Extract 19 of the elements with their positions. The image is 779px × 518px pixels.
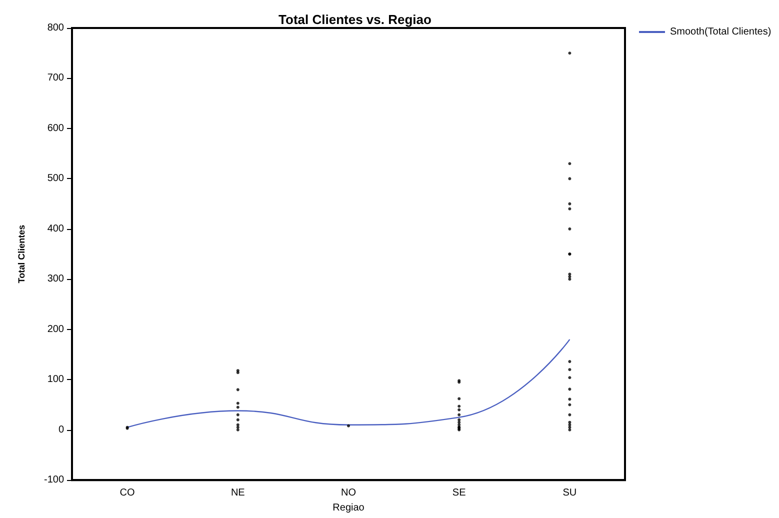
y-tick-label: 800 <box>47 22 64 34</box>
legend-label: Smooth(Total Clientes) <box>670 26 772 38</box>
y-tick-label: 700 <box>47 72 64 84</box>
x-axis-title: Regiao <box>332 502 365 514</box>
x-tick-label: SU <box>562 488 577 499</box>
x-tick-label: NE <box>230 488 246 499</box>
chart-title: Total Clientes vs. Regiao <box>278 12 432 27</box>
y-axis-title: Total Clientes <box>16 224 26 284</box>
x-tick-label: SE <box>452 488 466 499</box>
y-tick-label: 200 <box>47 324 64 335</box>
y-tick-label: 300 <box>47 274 64 285</box>
x-tick-label: NO <box>341 488 356 499</box>
x-tick-label: CO <box>120 488 136 499</box>
y-tick-label: 0 <box>58 424 64 436</box>
y-tick-label: 100 <box>47 374 64 386</box>
y-tick-label: 500 <box>47 173 64 184</box>
y-tick-label: -100 <box>44 474 64 486</box>
y-tick-label: 400 <box>47 223 64 234</box>
y-tick-label: 600 <box>47 122 64 134</box>
